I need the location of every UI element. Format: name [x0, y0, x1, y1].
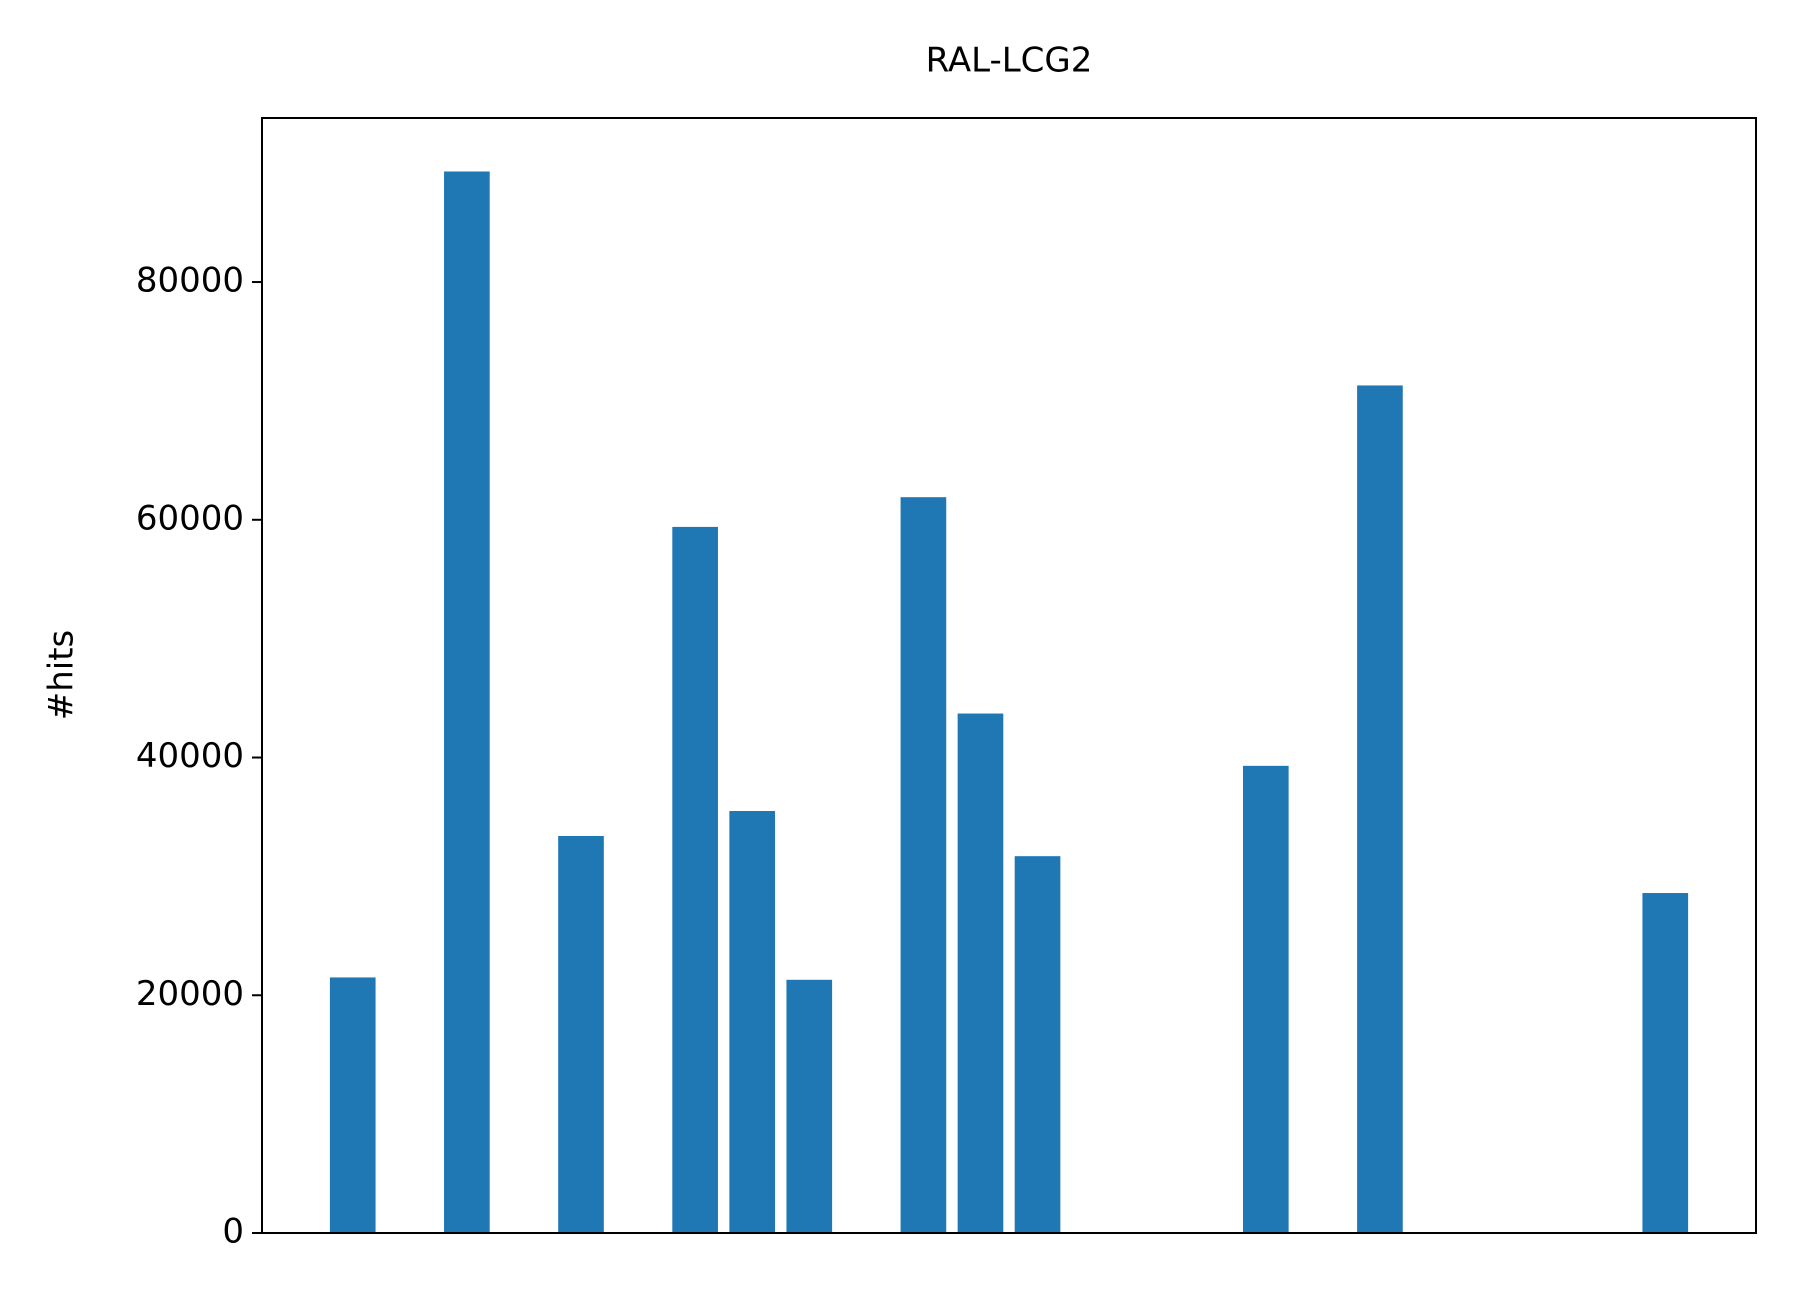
plot-frame	[261, 117, 1757, 1234]
bar	[786, 979, 833, 1233]
bar	[329, 977, 376, 1233]
bar	[1642, 893, 1689, 1233]
bar	[957, 713, 1004, 1233]
y-axis-label: #hits	[42, 630, 82, 721]
y-tick-label: 40000	[136, 736, 244, 776]
bar	[1357, 385, 1403, 1233]
bar	[900, 497, 947, 1234]
bar	[729, 811, 776, 1233]
bar	[558, 835, 604, 1233]
bar	[1014, 856, 1061, 1233]
y-tick-label: 60000	[136, 498, 244, 538]
bar	[672, 526, 718, 1233]
bar	[444, 171, 490, 1234]
y-tick-label: 20000	[136, 974, 244, 1014]
bar	[1242, 765, 1289, 1233]
y-tick-label: 0	[222, 1212, 244, 1252]
chart-title: RAL-LCG2	[926, 41, 1093, 81]
y-tick-label: 80000	[136, 261, 244, 301]
